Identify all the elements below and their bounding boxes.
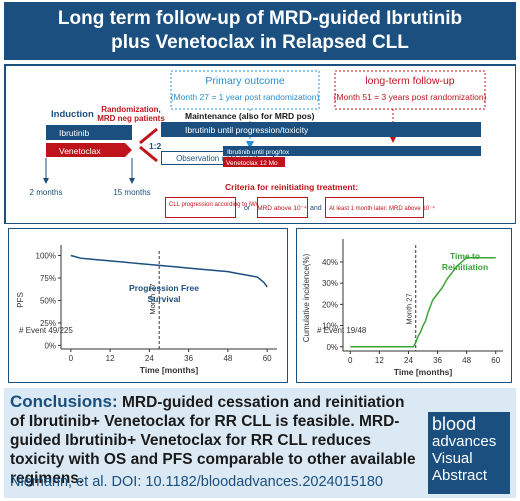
box (325, 197, 424, 218)
y-tick-label: 0% (326, 343, 338, 352)
label: Observation until event (176, 154, 259, 163)
box (170, 70, 320, 110)
label: CLL progression according to iWCLL (169, 202, 267, 208)
event-count: # Event 49/225 (19, 326, 73, 335)
x-tick-label: 60 (491, 356, 500, 365)
y-axis-label: PFS (16, 292, 25, 308)
annotation-line: Progression Free (129, 283, 199, 293)
logo-text: blood (432, 414, 477, 434)
x-tick-label: 0 (348, 356, 353, 365)
annotation-line: Time to (450, 251, 480, 261)
y-tick-label: 25% (40, 319, 56, 328)
label: or (244, 205, 251, 212)
label: Primary outcome (205, 75, 285, 87)
y-tick-label: 50% (40, 296, 56, 305)
y-tick-label: 10% (322, 322, 338, 331)
box (334, 70, 486, 110)
annotation-line: Survival (147, 294, 180, 304)
label: Maintenance (also for MRD pos) (185, 111, 315, 121)
logo-text: advances (432, 433, 497, 450)
x-tick-label: 60 (263, 354, 272, 363)
bar (223, 157, 285, 167)
label: Ibrutinib until prog/tox (227, 149, 290, 156)
x-axis-label: Time [months] (394, 367, 453, 377)
x-axis-label: Time [months] (140, 365, 199, 375)
bar (46, 125, 132, 140)
y-tick-label: 20% (322, 300, 338, 309)
label: 15 months (113, 188, 150, 197)
label: CLL progression according to iWCLL (169, 202, 267, 208)
curve (70, 254, 268, 288)
box (165, 197, 236, 218)
conclusions-text: Conclusions: MRD-guided cessation and re… (10, 392, 420, 488)
label: long-term follow-up (365, 75, 454, 87)
x-tick-label: 24 (145, 354, 154, 363)
conclusions: Conclusions: MRD-guided cessation and re… (4, 388, 516, 498)
label: MRD above 10⁻⁴ (257, 205, 307, 212)
label: Criteria for reinitiating treatment: (225, 182, 358, 192)
y-tick-label: 75% (40, 274, 56, 283)
label: Venetoclax 12 Mo (226, 160, 278, 167)
x-tick-label: 36 (433, 356, 442, 365)
annotation: Time to Reinitiation (442, 251, 488, 272)
reference-label: Month 27 (405, 293, 414, 324)
label: 2 months (30, 188, 63, 197)
x-tick-label: 48 (462, 356, 471, 365)
conclusions-body: MRD-guided cessation and reinitiation of… (10, 394, 416, 487)
y-tick-label: 30% (322, 279, 338, 288)
x-tick-label: 24 (404, 356, 413, 365)
y-tick-label: 40% (322, 258, 338, 267)
label: (Month 51 = 3 years post randomization) (334, 92, 487, 102)
x-tick-label: 48 (223, 354, 232, 363)
arrow (129, 178, 135, 184)
y-tick-label: 0% (44, 341, 56, 350)
label: MRD neg patients (97, 114, 165, 123)
bar (46, 143, 132, 157)
study-design: Primary outcome (Month 27 = 1 year post … (4, 64, 516, 224)
annotation-line: Reinitiation (442, 262, 488, 272)
bar (161, 122, 481, 137)
curve (350, 256, 496, 348)
label: Ibrutinib until progression/toxicity (185, 125, 309, 135)
label: Randomization, (101, 105, 161, 114)
pfs-chart: 0% 25% 50% 75% 100% 0 12 24 36 48 60 Time [months] P… (8, 228, 288, 383)
label: Venetoclax (59, 146, 101, 156)
label: At least 1 month later: MRD above 10⁻⁴ (329, 205, 435, 212)
conclusions-label: Conclusions: (10, 392, 118, 411)
label: Ibrutinib (59, 128, 90, 138)
logo-text: Visual (432, 450, 473, 467)
label: and (310, 205, 322, 212)
bar (223, 146, 481, 156)
border (5, 65, 515, 223)
x-tick-label: 0 (69, 354, 74, 363)
logo-text: Abstract (432, 467, 488, 484)
citation: Niemann, et al. DOI: 10.1182/bloodadvanc… (10, 474, 383, 490)
label: (Month 27 = 1 year post randomization) (171, 92, 320, 102)
arrow (246, 141, 254, 149)
label: 1:2 (149, 141, 162, 151)
label: Induction (51, 109, 94, 120)
reinitiation-chart: 0% 10% 20% 30% 40% 0 12 24 36 48 60 Time [months] Cu… (296, 228, 512, 383)
box (257, 197, 308, 218)
x-tick-label: 12 (375, 356, 384, 365)
event-count: # Event 19/48 (317, 326, 367, 335)
x-tick-label: 36 (184, 354, 193, 363)
annotation: Progression Free Survival (129, 283, 199, 304)
x-tick-label: 12 (106, 354, 115, 363)
title: Long term follow-up of MRD-guided Ibruti… (4, 2, 516, 60)
logo: blood advances Visual Abstract (428, 412, 510, 494)
arrow (43, 178, 49, 184)
reference-label: Month 27 (148, 283, 157, 314)
arrow (139, 127, 158, 163)
y-tick-label: 100% (36, 251, 56, 260)
y-axis-label: Cumulative incidence(%) (302, 253, 311, 342)
